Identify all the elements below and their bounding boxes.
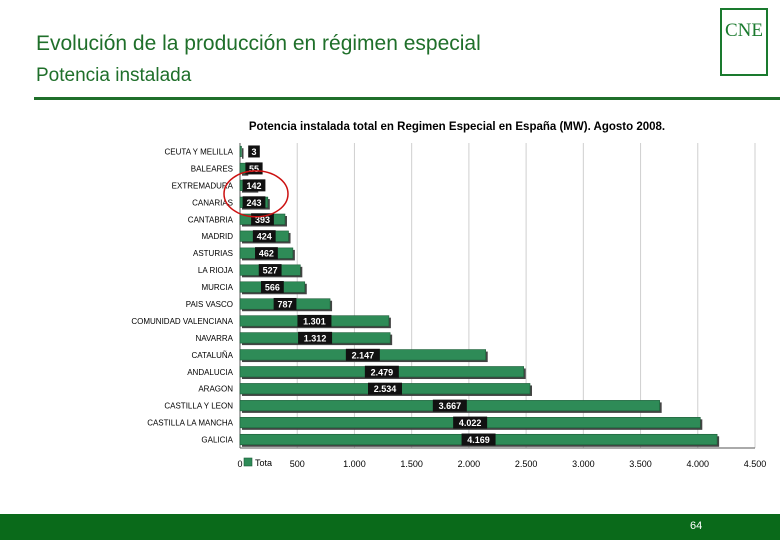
value-label: 566 [265,283,280,293]
x-tick-label: 500 [290,459,305,469]
value-label-box [252,230,276,243]
value-label-box [297,314,332,327]
x-tick-label: 2.000 [458,459,481,469]
category-label: ARAGON [198,385,233,394]
value-label-box [242,196,266,209]
page-title: Evolución de la producción en régimen es… [36,32,481,55]
category-label: BALEARES [191,164,233,173]
page-subtitle: Potencia instalada [36,65,192,86]
category-label: ASTURIAS [193,249,233,258]
category-label: MADRID [201,232,233,241]
category-label: COMUNIDAD VALENCIANA [131,317,233,326]
value-label: 1.312 [304,333,327,343]
value-label-box [273,297,297,310]
value-label-box [461,433,496,446]
logo-text: CNE [725,20,763,41]
category-label: LA RIOJA [198,266,234,275]
chart-title: Potencia instalada total en Regimen Espe… [249,121,665,133]
value-label-box [432,399,467,412]
value-label: 787 [278,299,293,309]
value-label: 3.667 [439,401,462,411]
value-label: 527 [263,266,278,276]
category-label: CASTILLA LA MANCHA [147,419,233,428]
value-label-box [453,416,488,429]
category-label: CANARIAS [192,198,233,207]
value-label: 243 [246,198,261,208]
title-divider [34,97,780,100]
value-label: 424 [257,232,272,242]
cne-logo: CNE [720,8,768,76]
value-label-box [248,145,260,158]
value-label-box [368,382,403,395]
value-label-box [260,281,284,294]
value-label: 1.301 [303,316,326,326]
x-tick-label: 3.500 [629,459,652,469]
category-label: MURCIA [201,283,233,292]
category-label: CASTILLA Y LEON [164,402,233,411]
category-label: ANDALUCIA [187,368,233,377]
value-label: 2.147 [352,350,375,360]
x-tick-label: 2.500 [515,459,538,469]
legend-swatch [243,457,253,467]
x-tick-label: 0 [237,459,242,469]
category-label: GALICIA [201,436,233,445]
value-label: 142 [246,181,261,191]
value-label: 55 [249,164,259,174]
highlight-circle [223,170,289,218]
category-label: CANTABRIA [188,215,234,224]
value-label-box [364,365,399,378]
x-tick-label: 1.500 [400,459,423,469]
category-label: CEUTA Y MELILLA [165,147,234,156]
value-label: 393 [255,215,270,225]
bar [239,145,242,158]
x-tick-label: 4.500 [744,459,767,469]
legend-label: Tota [255,458,272,468]
value-label: 3 [251,147,256,157]
value-label-box [258,264,282,277]
category-label: EXTREMADURA [172,181,234,190]
value-label-box [345,348,380,361]
page-number: 64 [690,520,703,532]
value-label: 4.022 [459,418,482,428]
x-tick-label: 3.000 [572,459,595,469]
category-label: NAVARRA [196,334,234,343]
value-label: 2.534 [374,384,397,394]
value-label: 4.169 [467,435,490,445]
value-label-box [298,331,333,344]
category-label: PAIS VASCO [186,300,233,309]
x-tick-label: 4.000 [687,459,710,469]
footer-bar: 64 [0,514,780,540]
x-tick-label: 1.000 [343,459,366,469]
value-label-box [242,179,266,192]
value-label-box [255,247,278,260]
category-label: CATALUÑA [192,351,234,360]
bar-shadow [242,148,244,159]
value-label: 462 [259,249,274,259]
value-label: 2.479 [371,367,394,377]
